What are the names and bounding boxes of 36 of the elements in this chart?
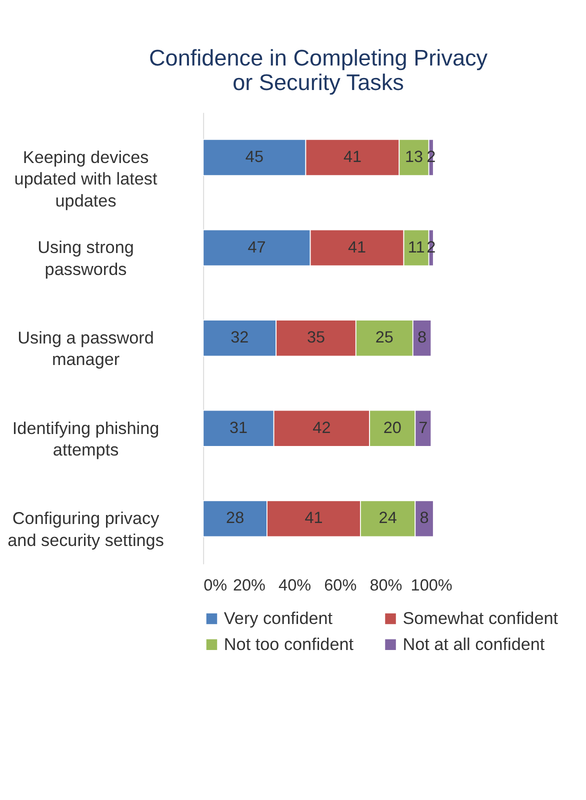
x-tick-label: 80%: [370, 576, 402, 594]
legend-label: Very confident: [224, 608, 333, 628]
y-tick-label: Identifying phishing attempts: [12, 418, 160, 460]
x-tick-label: 40%: [278, 576, 312, 594]
data-label: 2: [426, 148, 436, 166]
chart-title: Confidence in Completing Privacy or Security Tasks: [148, 45, 488, 95]
data-label: 31: [229, 418, 248, 437]
legend-label: Somewhat confident: [402, 608, 558, 628]
data-label: 32: [230, 328, 249, 347]
y-tick-label: Configuring privacy and security settings: [8, 508, 164, 550]
data-label: 42: [312, 418, 331, 437]
y-tick-label: Using a password manager: [18, 328, 154, 370]
x-tick-label: 60%: [324, 576, 357, 594]
y-tick-label: Using strong passwords: [38, 237, 134, 279]
data-label: 2: [426, 238, 436, 256]
data-label: 41: [348, 238, 366, 256]
data-label: 47: [248, 238, 266, 256]
data-label: 8: [417, 328, 427, 347]
data-label: 20: [383, 418, 402, 437]
legend-label: Not too confident: [224, 634, 354, 654]
data-label: 11: [408, 238, 425, 256]
data-label: 28: [226, 509, 244, 528]
legend-label: Not at all confident: [402, 634, 545, 654]
data-label: 13: [404, 148, 424, 166]
data-label: 41: [343, 148, 362, 166]
data-label: 41: [304, 509, 323, 528]
x-tick-label: 100%: [410, 576, 452, 594]
x-tick-label: 0%: [204, 576, 228, 594]
data-label: 25: [375, 328, 394, 347]
x-tick-label: 20%: [232, 576, 266, 594]
data-label: 8: [420, 509, 429, 528]
data-label: 24: [378, 509, 397, 528]
data-label: 7: [418, 418, 428, 437]
y-tick-label: Keeping devices updated with latest updates: [14, 146, 158, 210]
data-label: 45: [245, 148, 264, 166]
data-label: 35: [306, 328, 326, 347]
